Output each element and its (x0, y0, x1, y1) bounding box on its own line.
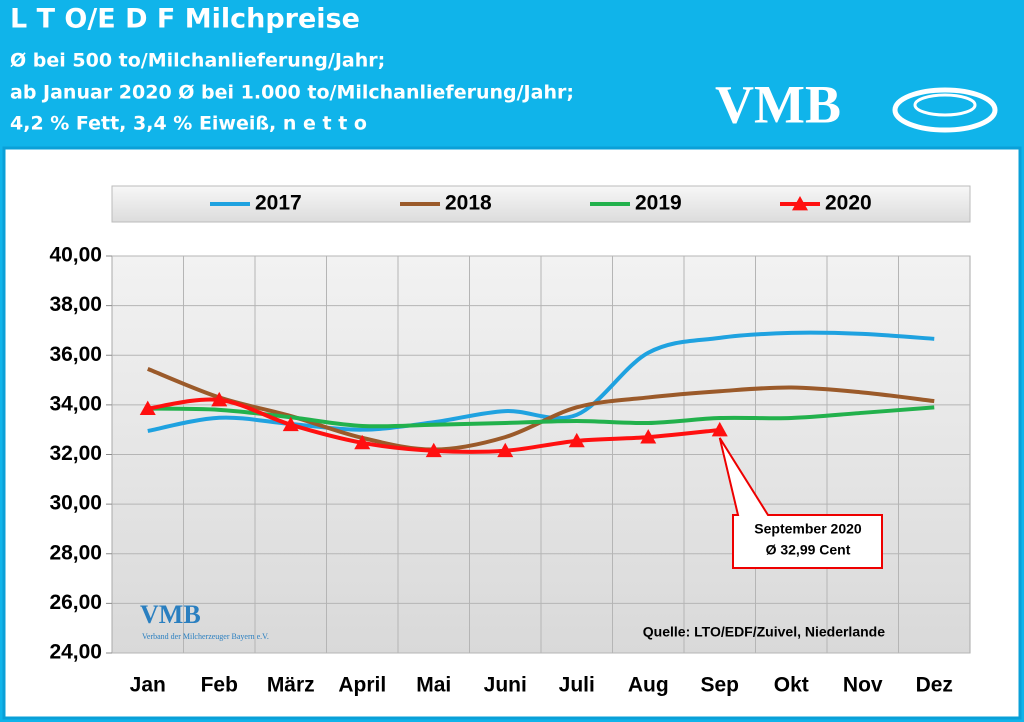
x-tick-label: April (338, 674, 386, 697)
marker (282, 416, 299, 432)
title: L T O/E D F Milchpreise (10, 4, 360, 35)
y-tick-label: 34,00 (49, 392, 102, 415)
subtitle: 4,2 % Fett, 3,4 % Eiweiß, n e t t o (10, 113, 367, 135)
logo-icon (892, 87, 998, 133)
marker (568, 432, 585, 448)
legend-label: 2019 (635, 192, 682, 215)
source: Quelle: LTO/EDF/Zuivel, Niederlande (643, 624, 885, 640)
x-tick-label: Mai (416, 674, 451, 697)
legend-label: 2020 (825, 192, 872, 215)
series-line (147, 405, 935, 429)
y-tick-label: 28,00 (49, 541, 102, 564)
subtitle: ab Januar 2020 Ø bei 1.000 to/Milchanlie… (10, 82, 574, 104)
y-tick-label: 32,00 (49, 442, 102, 465)
x-tick-label: Aug (628, 674, 669, 697)
legend-label: 2017 (255, 192, 302, 215)
y-tick-label: 30,00 (49, 492, 102, 515)
marker (425, 442, 442, 458)
y-tick-label: 24,00 (49, 641, 102, 664)
x-tick-label: Juli (559, 674, 595, 697)
annotation: Ø 32,99 Cent (766, 542, 851, 558)
subtitle: Ø bei 500 to/Milchanlieferung/Jahr; (10, 50, 385, 72)
marker (711, 421, 728, 437)
logo: VMB (715, 74, 841, 134)
x-tick-label: März (267, 674, 315, 697)
x-tick-label: Okt (774, 674, 809, 697)
marker (354, 434, 371, 450)
logo-icon (913, 93, 977, 117)
watermark: Verband der Milcherzeuger Bayern e.V. (142, 632, 269, 641)
x-tick-label: Jan (130, 674, 166, 697)
x-tick-label: Feb (201, 674, 238, 697)
watermark: VMB (140, 600, 201, 629)
legend-marker (792, 196, 808, 211)
annotation: September 2020 (754, 521, 862, 537)
x-tick-label: Nov (843, 674, 883, 697)
legend (111, 185, 971, 223)
marker (640, 429, 657, 444)
callout (718, 437, 883, 569)
marker (211, 391, 228, 407)
y-tick-label: 26,00 (49, 591, 102, 614)
y-tick-label: 40,00 (49, 244, 102, 267)
marker (497, 442, 514, 458)
y-tick-label: 38,00 (49, 293, 102, 316)
x-tick-label: Juni (484, 674, 527, 697)
legend-label: 2018 (445, 192, 492, 215)
x-tick-label: Sep (700, 674, 739, 697)
marker (139, 400, 156, 415)
x-tick-label: Dez (916, 674, 953, 697)
y-tick-label: 36,00 (49, 343, 102, 366)
